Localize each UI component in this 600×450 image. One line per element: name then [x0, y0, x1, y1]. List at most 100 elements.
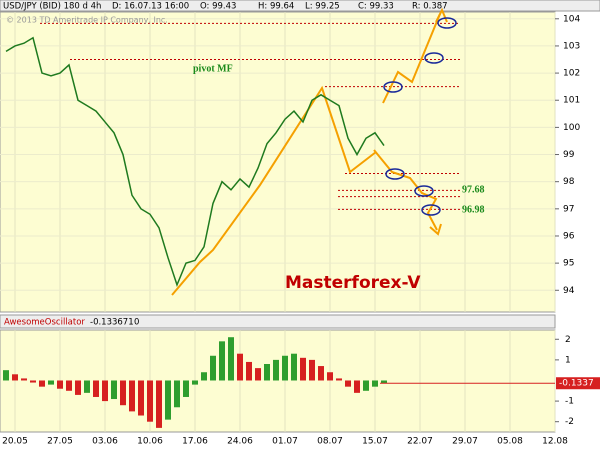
indicator-value: -0.133671	[90, 318, 134, 328]
oscillator-bar	[372, 380, 378, 387]
x-tick-label: 15.07	[362, 437, 388, 447]
oscillator-bar	[156, 380, 162, 428]
oscillator-bar	[336, 378, 342, 381]
y-tick-label: 96	[563, 231, 575, 241]
wave-drawing	[171, 7, 448, 296]
oscillator-bar	[318, 366, 324, 381]
header-field: C: 99.33	[358, 2, 394, 12]
y-tick-label: 94	[563, 286, 575, 296]
forecast-up	[382, 13, 441, 104]
oscillator-bar	[147, 380, 153, 422]
y-tick-label: 102	[563, 69, 580, 79]
oscillator-bar	[219, 341, 225, 381]
oscillator-bar	[246, 361, 252, 381]
oscillator-panel	[0, 329, 556, 433]
y-tick-label: 104	[563, 14, 580, 24]
oscillator-bar	[210, 355, 216, 381]
wave-line	[171, 85, 377, 296]
oscillator-bar	[345, 380, 351, 387]
header-field: D: 16.07.13 16:00	[112, 2, 189, 12]
oscillator-bar	[309, 359, 315, 381]
x-tick-label: 10.06	[137, 437, 163, 447]
y-tick-label: 101	[563, 96, 580, 106]
oscillator-bar	[12, 374, 18, 381]
oscillator-bar	[57, 380, 63, 389]
x-tick-label: 24.06	[227, 437, 253, 447]
x-tick-label: 05.08	[497, 437, 523, 447]
x-tick-label: 27.05	[47, 437, 73, 447]
y-tick-label: 100	[563, 123, 580, 133]
arrow-head	[429, 223, 442, 236]
ellipse	[414, 185, 434, 197]
oscillator-bar	[327, 372, 333, 381]
oscillator-bar	[354, 380, 360, 393]
oscillator-bar	[381, 380, 387, 384]
price-line	[5, 36, 385, 287]
oscillator-bar	[75, 380, 81, 395]
ellipse	[437, 17, 457, 29]
marker-label: -0.1337	[559, 379, 594, 389]
annotation: 96.98	[462, 204, 485, 215]
y-tick-label: 1	[565, 355, 571, 365]
oscillator-bar	[255, 368, 261, 381]
symbol: USD/JPY (BID) 180 d 4h	[3, 2, 101, 12]
x-tick-label: 20.05	[2, 437, 28, 447]
oscillator-bar	[39, 380, 45, 387]
y-tick-label: -2	[565, 417, 574, 427]
oscillator-bar	[120, 380, 126, 406]
oscillator-bar	[228, 337, 234, 381]
oscillator-bar	[21, 378, 27, 381]
indicator-name: AwesomeOscillator	[4, 318, 85, 328]
y-tick-label: 98	[563, 177, 575, 187]
oscillator-bar	[66, 380, 72, 391]
oscillator-bar	[183, 380, 189, 397]
oscillator-bar	[201, 372, 207, 381]
oscillator-bar	[84, 380, 90, 393]
ellipse	[424, 52, 444, 64]
marker-box	[556, 377, 600, 390]
brand-annotation: Masterforex-V	[285, 273, 421, 293]
header-field: R: 0.387	[412, 2, 448, 12]
annotation: 97.68	[462, 184, 485, 195]
oscillator-bar	[129, 380, 135, 412]
oscillator-bar	[282, 355, 288, 381]
oscillator-bar	[102, 380, 108, 402]
oscillator-bar	[111, 380, 117, 400]
oscillator-bar	[192, 380, 198, 385]
oscillator-bar	[273, 359, 279, 381]
x-tick-label: 12.08	[542, 437, 568, 447]
x-tick-label: 01.07	[272, 437, 298, 447]
price-panel	[0, 11, 556, 313]
y-tick-label: 95	[563, 259, 574, 269]
oscillator-bar	[237, 353, 243, 381]
oscillator-bar	[363, 380, 369, 391]
ellipse	[383, 81, 403, 93]
oscillator-bar	[264, 364, 270, 381]
oscillator-bar	[3, 370, 9, 381]
annotation: pivot MF	[193, 63, 233, 74]
y-tick-label: 99	[563, 150, 575, 160]
oscillator-bar	[165, 380, 171, 420]
oscillator-bar	[174, 380, 180, 408]
oscillator-header	[0, 314, 556, 329]
x-tick-label: 22.07	[407, 437, 433, 447]
oscillator-bar	[138, 380, 144, 416]
y-tick-label: 2	[565, 335, 571, 345]
oscillator-bar	[48, 380, 54, 385]
header-field: H: 99.64	[258, 2, 294, 12]
header-bar	[0, 0, 600, 12]
x-tick-label: 03.06	[92, 437, 118, 447]
watermark: © 2013 TD Ameritrade IP Company, Inc.	[6, 16, 168, 25]
forecast-down	[373, 149, 438, 231]
oscillator-bar	[30, 380, 36, 383]
x-tick-label: 08.07	[317, 437, 343, 447]
ellipse	[421, 204, 441, 216]
y-tick-label: 103	[563, 41, 580, 51]
header-field: L: 99.25	[305, 2, 340, 12]
x-tick-label: 29.07	[452, 437, 478, 447]
y-tick-label: -1	[565, 397, 574, 407]
ellipses	[383, 17, 457, 216]
x-tick-label: 17.06	[182, 437, 208, 447]
oscillator-bar	[300, 357, 306, 381]
